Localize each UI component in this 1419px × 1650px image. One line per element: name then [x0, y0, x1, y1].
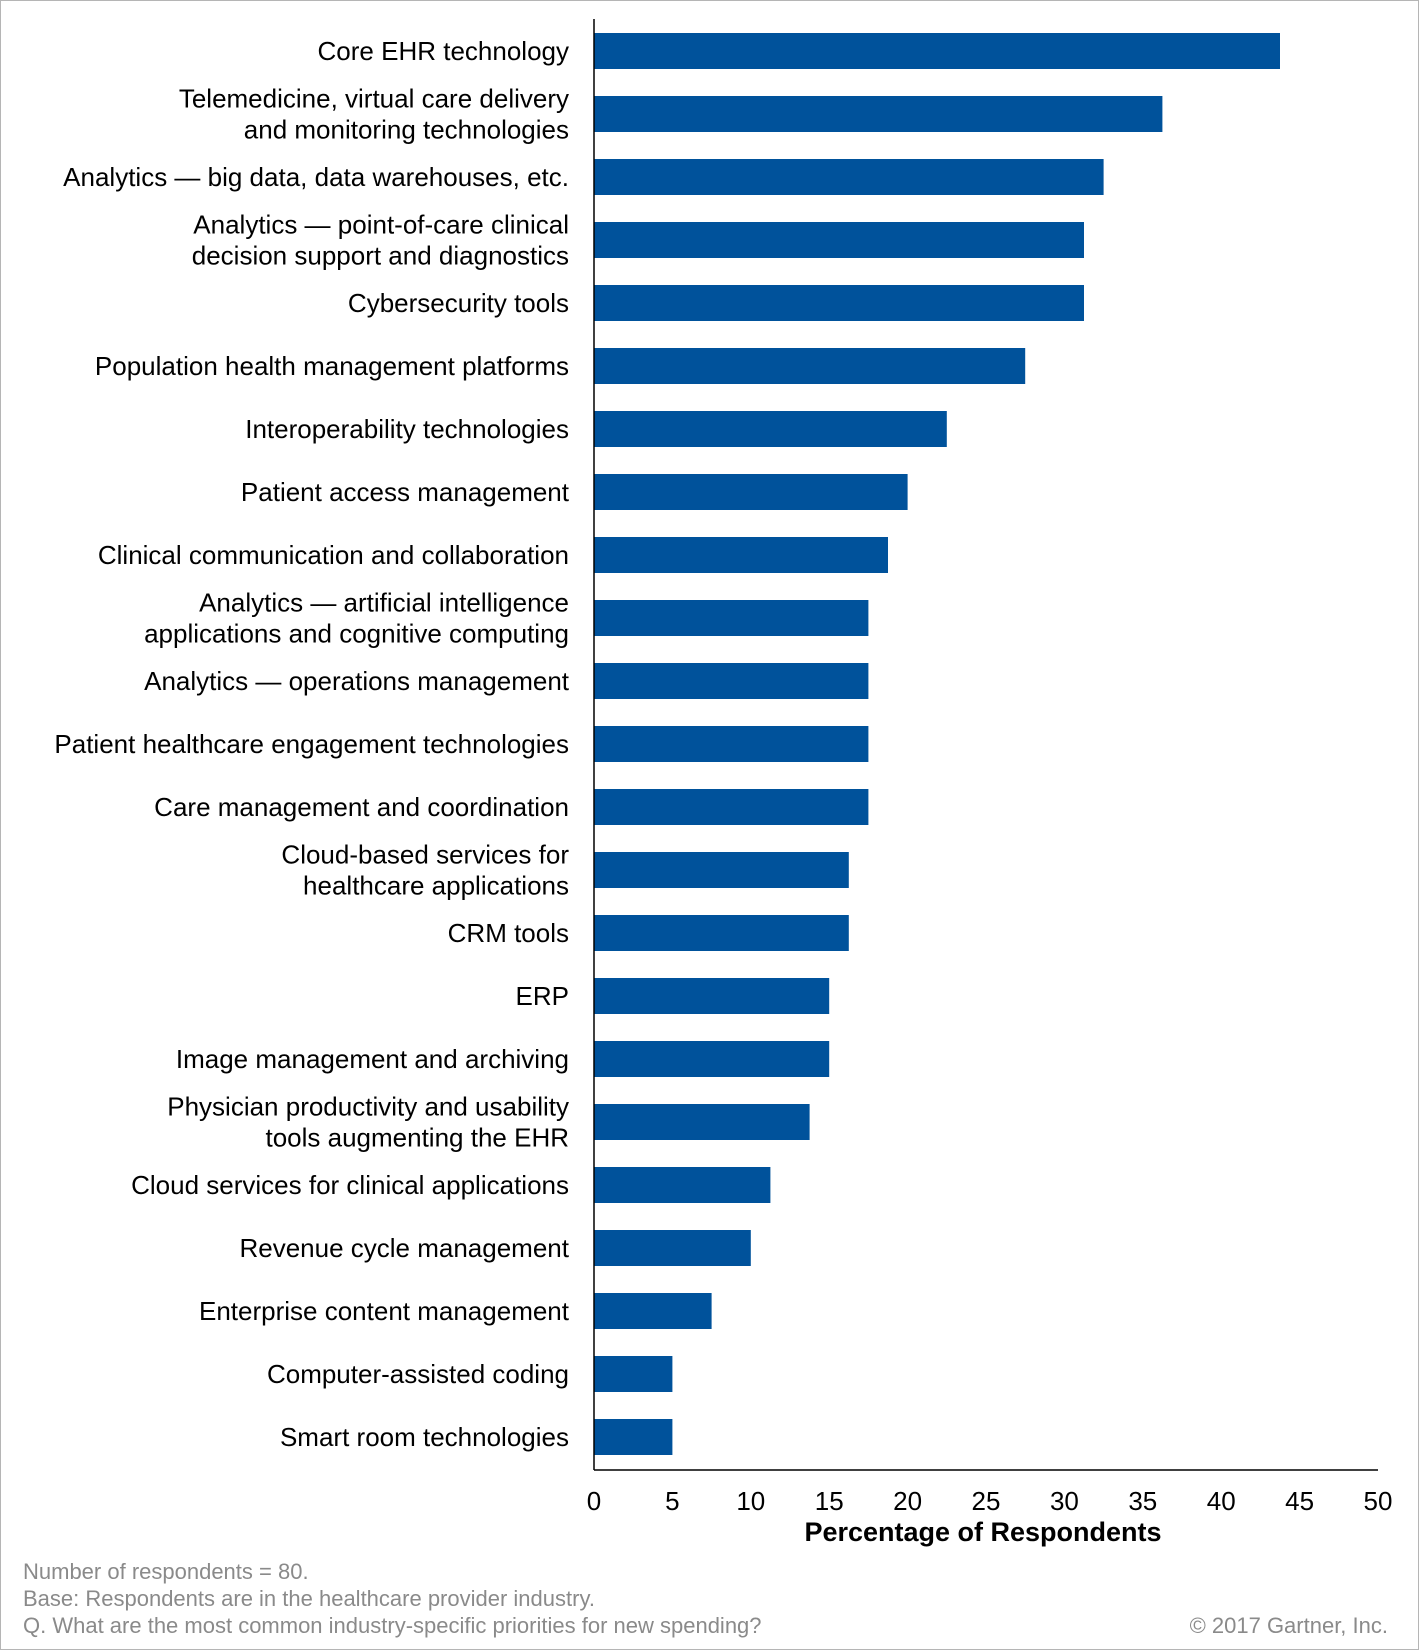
bar: [594, 348, 1026, 384]
bar: [594, 474, 908, 510]
category-label: Image management and archiving: [176, 1044, 569, 1074]
category-label: Physician productivity and usability tool…: [167, 1092, 569, 1153]
bar: [594, 159, 1104, 195]
category-label: Care management and coordination: [154, 792, 569, 822]
bar: [594, 978, 830, 1014]
category-label: Cloud services for clinical applications: [131, 1170, 569, 1200]
bar: [594, 285, 1084, 321]
bar: [594, 1230, 751, 1266]
bar: [594, 1293, 712, 1329]
bar: [594, 789, 869, 825]
category-label: Patient access management: [241, 477, 570, 507]
bar-chart: Core EHR technology Telemedicine, virtual…: [54, 19, 1393, 1547]
category-labels-group: Core EHR technology Telemedicine, virtual…: [54, 36, 569, 1452]
bar: [594, 1167, 771, 1203]
x-tick-label: 25: [972, 1486, 1001, 1516]
x-tick-label: 10: [736, 1486, 765, 1516]
category-label: Cloud-based services for healthcare appli…: [281, 840, 569, 901]
x-tick-label: 45: [1285, 1486, 1314, 1516]
category-label: Analytics — big data, data warehouses, e…: [63, 162, 569, 192]
bar: [594, 1041, 830, 1077]
x-tick-label: 30: [1050, 1486, 1079, 1516]
footnote-base: Base: Respondents are in the healthcare …: [23, 1586, 595, 1611]
bars-group: [594, 33, 1280, 1455]
x-tick-labels-group: 0 5 10 15 20 25 30 35 40 45 50: [587, 1486, 1393, 1516]
category-label: ERP: [516, 981, 569, 1011]
category-label: Revenue cycle management: [239, 1233, 569, 1263]
x-tick-label: 20: [893, 1486, 922, 1516]
x-tick-label: 35: [1128, 1486, 1157, 1516]
bar: [594, 726, 869, 762]
bar: [594, 663, 869, 699]
category-label: CRM tools: [448, 918, 569, 948]
bar: [594, 411, 947, 447]
category-label: Cybersecurity tools: [348, 288, 569, 318]
bar: [594, 222, 1084, 258]
x-tick-label: 50: [1364, 1486, 1393, 1516]
x-tick-label: 5: [665, 1486, 679, 1516]
bar: [594, 1356, 673, 1392]
category-label: Analytics — operations management: [144, 666, 570, 696]
category-label: Clinical communication and collaboration: [98, 540, 569, 570]
x-tick-label: 40: [1207, 1486, 1236, 1516]
category-label: Computer-assisted coding: [267, 1359, 569, 1389]
category-label: Patient healthcare engagement technologi…: [54, 729, 569, 759]
bar: [594, 96, 1163, 132]
bar: [594, 600, 869, 636]
bar: [594, 1419, 673, 1455]
bar: [594, 1104, 810, 1140]
footnote-respondents: Number of respondents = 80.: [23, 1559, 309, 1584]
bar: [594, 852, 849, 888]
bar: [594, 915, 849, 951]
x-axis-title: Percentage of Respondents: [804, 1517, 1161, 1547]
bar: [594, 33, 1280, 69]
x-tick-label: 0: [587, 1486, 601, 1516]
bar: [594, 537, 888, 573]
footnote-question: Q. What are the most common industry-spe…: [23, 1613, 762, 1638]
category-label: Population health management platforms: [95, 351, 569, 381]
category-label: Analytics — artificial intelligence appli…: [144, 588, 569, 649]
category-label: Interoperability technologies: [245, 414, 569, 444]
category-label: Analytics — point-of-care clinical decisi…: [192, 210, 569, 271]
x-tick-label: 15: [815, 1486, 844, 1516]
category-label: Telemedicine, virtual care delivery and m…: [179, 84, 569, 145]
copyright: © 2017 Gartner, Inc.: [1189, 1613, 1388, 1638]
category-label: Smart room technologies: [280, 1422, 569, 1452]
category-label: Core EHR technology: [318, 36, 569, 66]
category-label: Enterprise content management: [199, 1296, 570, 1326]
